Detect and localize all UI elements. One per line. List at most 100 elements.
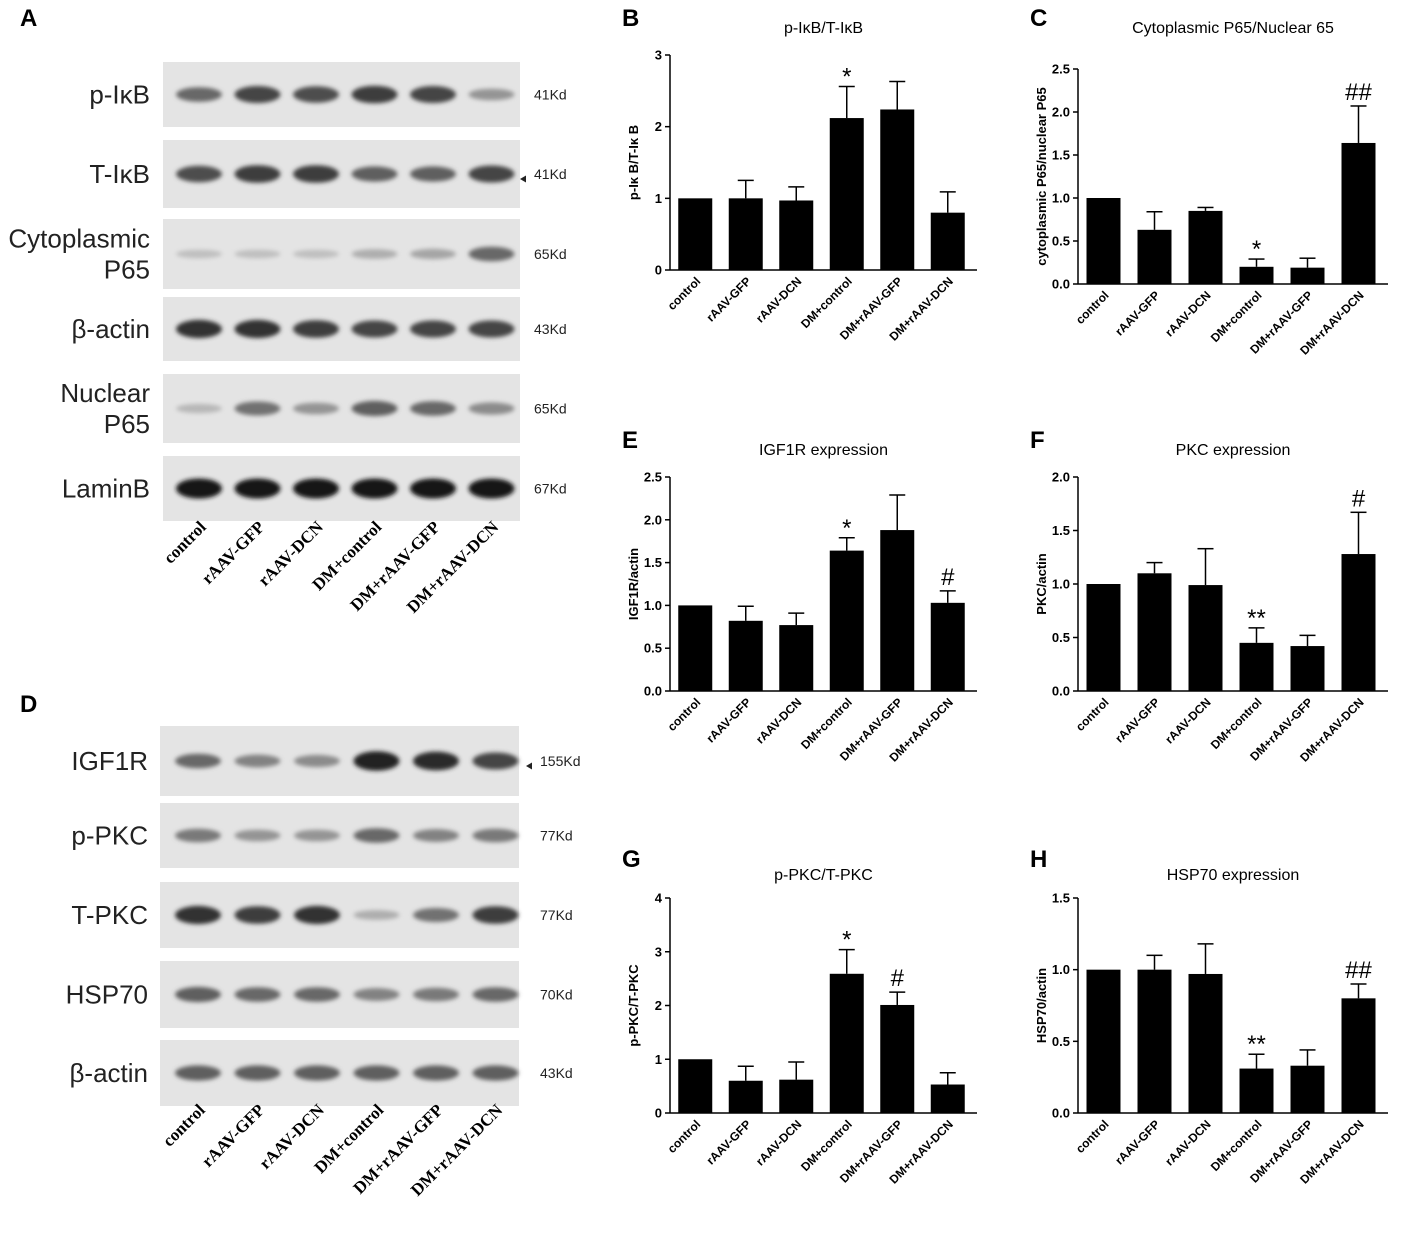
blot-row-label: T-PKC (71, 900, 148, 930)
y-tick-label: 2.0 (1052, 105, 1070, 120)
blot-band (234, 1065, 281, 1081)
panel-letter-e: E (622, 427, 638, 454)
bar (880, 1004, 915, 1113)
blot-band (176, 249, 222, 259)
bar (779, 1079, 814, 1113)
significance-marker: # (891, 965, 905, 992)
blot-strip (163, 374, 520, 443)
blot-row: p-IκB 41Kd (89, 62, 567, 127)
blot-band (353, 988, 400, 1001)
bar (779, 200, 814, 270)
y-tick-label: 0.5 (1052, 1034, 1070, 1049)
x-category-label: rAAV-GFP (1112, 288, 1162, 338)
bar (779, 625, 814, 691)
blot-band (234, 478, 281, 499)
blot-row-label: β-actin (71, 314, 150, 344)
bar (829, 118, 864, 270)
blot-band (410, 478, 456, 499)
chart-title: PKC expression (1176, 442, 1291, 459)
y-tick-label: 1.0 (1052, 191, 1070, 206)
blot-band (176, 87, 222, 102)
bar (1137, 969, 1172, 1113)
blot-band (294, 987, 340, 1002)
panel-letter-g: G (622, 846, 641, 873)
chart-title: IGF1R expression (759, 442, 888, 459)
blot-band (413, 751, 459, 771)
blot-band (472, 1065, 519, 1081)
arrow-icon (526, 762, 532, 770)
blot-row-label: Nuclear (60, 378, 150, 408)
blot-band (353, 828, 400, 843)
blot-band (293, 165, 339, 183)
blot-band (353, 751, 400, 771)
bar (930, 602, 965, 691)
blot-band (234, 249, 281, 259)
western-blot-panel-d: IGF1R 155Kd p-PKC 77Kd T-PKC 77Kd HSP70 70Kd β-a… (66, 726, 580, 1200)
bar (1341, 998, 1376, 1113)
bar-chart-panel-f: PKC expression PKC/actin 0.0 0.5 1.0 1.5 2.0 co… (1034, 442, 1388, 765)
y-tick-label: 1.5 (1052, 891, 1070, 906)
blot-row-label: HSP70 (66, 980, 148, 1010)
blot-band (293, 478, 339, 499)
blot-band (410, 248, 456, 260)
blot-band (472, 987, 519, 1002)
blot-band (472, 906, 519, 924)
panel-letter-h: H (1030, 846, 1047, 873)
y-tick-label: 0.0 (1052, 1106, 1070, 1121)
bar (1239, 642, 1274, 691)
blot-band (410, 166, 456, 182)
y-axis-label: p-Iκ B/T-Iκ B (626, 125, 641, 200)
blot-strip (163, 456, 520, 521)
x-category-label: rAAV-DCN (1162, 695, 1213, 746)
y-tick-label: 1.0 (1052, 577, 1070, 592)
blot-band (353, 1065, 400, 1081)
bar (1188, 585, 1223, 691)
y-tick-label: 2.0 (644, 512, 662, 527)
significance-marker: * (842, 64, 851, 91)
blot-band (175, 905, 221, 925)
molecular-weight-label: 77Kd (540, 828, 573, 844)
y-tick-label: 3 (655, 48, 662, 63)
blot-band (293, 86, 339, 103)
bar (880, 109, 915, 270)
blot-band (234, 829, 281, 842)
blot-band (175, 1065, 221, 1081)
molecular-weight-label: 155Kd (540, 753, 580, 769)
blot-row-label: P65 (104, 409, 150, 439)
y-tick-label: 0 (655, 263, 662, 278)
blot-band (175, 828, 221, 843)
blot-band (293, 249, 339, 259)
significance-marker: ## (1345, 79, 1372, 106)
y-tick-label: 1.5 (1052, 523, 1070, 538)
blot-band (413, 987, 459, 1002)
x-category-label: rAAV-DCN (753, 1117, 804, 1168)
significance-marker: ## (1345, 957, 1372, 984)
y-axis-label: p-PKC/T-PKC (626, 964, 641, 1047)
x-category-label: rAAV-DCN (1162, 288, 1213, 339)
blot-band (468, 320, 515, 338)
chart-title: p-IκB/T-IκB (784, 20, 863, 37)
x-category-label: rAAV-DCN (1162, 1117, 1213, 1168)
blot-band (351, 320, 398, 338)
blot-band (468, 88, 515, 101)
bar (1086, 969, 1121, 1113)
blot-band (234, 401, 281, 416)
blot-row-label: IGF1R (71, 746, 148, 776)
blot-row: T-IκB 41Kd (89, 140, 567, 208)
blot-band (413, 829, 459, 842)
y-axis-label: HSP70/actin (1034, 968, 1049, 1043)
blot-band (294, 905, 340, 925)
blot-row-label: T-IκB (89, 159, 150, 189)
y-tick-label: 0 (655, 1106, 662, 1121)
blot-row-label: P65 (104, 255, 150, 285)
molecular-weight-label: 70Kd (540, 987, 573, 1003)
blot-row-label: LaminB (62, 474, 150, 504)
panel-letter-d: D (20, 691, 37, 718)
blot-row: HSP70 70Kd (66, 961, 573, 1028)
bar (1341, 554, 1376, 691)
blot-strip (163, 62, 520, 127)
blot-band (176, 165, 222, 183)
y-tick-label: 0.0 (1052, 277, 1070, 292)
y-tick-label: 0.5 (644, 641, 662, 656)
